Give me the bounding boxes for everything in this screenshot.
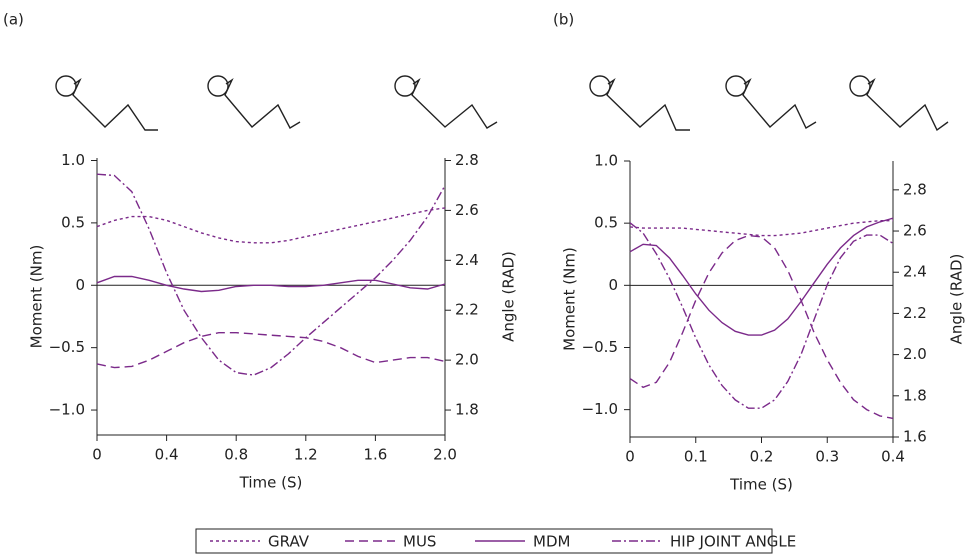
y2-tick-label: 1.8 — [903, 386, 927, 404]
series-line — [629, 217, 894, 336]
series-line — [96, 207, 446, 244]
y2-tick-label: 2.2 — [455, 301, 479, 319]
y-axis-label: Moment (Nm) — [28, 245, 46, 349]
x-axis-label: Time (S) — [239, 474, 303, 492]
y-tick-label: 0 — [608, 276, 618, 294]
legend-label: MDM — [533, 533, 570, 551]
legend-label: GRAV — [268, 533, 310, 551]
panel-label: (a) — [3, 11, 24, 29]
series-line — [629, 222, 894, 409]
y-tick-label: −1.0 — [49, 401, 85, 419]
series-line — [629, 234, 894, 420]
y2-tick-label: 1.8 — [455, 401, 479, 419]
series-line — [629, 220, 893, 237]
x-tick-label: 2.0 — [433, 446, 457, 464]
x-tick-label: 0.1 — [684, 448, 708, 466]
y2-tick-label: 2.4 — [455, 251, 479, 269]
series-line — [96, 275, 446, 293]
y-tick-label: −0.5 — [49, 338, 85, 356]
x-tick-label: 1.6 — [363, 446, 387, 464]
legend-box — [195, 528, 773, 554]
y2-axis-label: Angle (RAD) — [500, 251, 518, 342]
y2-tick-label: 2.6 — [903, 222, 927, 240]
y2-tick-label: 2.6 — [455, 201, 479, 219]
y-tick-label: −0.5 — [582, 338, 618, 356]
y2-axis-label: Angle (RAD) — [948, 254, 966, 345]
stick-figures — [55, 75, 949, 132]
y2-tick-label: 1.6 — [903, 428, 927, 446]
legend-label: MUS — [403, 533, 436, 551]
y2-tick-label: 2.2 — [903, 304, 927, 322]
x-tick-label: 0.4 — [881, 448, 905, 466]
y2-tick-label: 2.4 — [903, 263, 927, 281]
y-axis-label: Moment (Nm) — [561, 247, 579, 351]
y-tick-label: 0.5 — [594, 214, 618, 232]
x-axis-label: Time (S) — [729, 476, 793, 494]
series-line — [96, 332, 446, 369]
y2-tick-label: 2.8 — [903, 180, 927, 198]
x-tick-label: 1.2 — [294, 446, 318, 464]
series-line — [96, 173, 446, 376]
y2-tick-label: 2.0 — [455, 351, 479, 369]
y-tick-label: −1.0 — [582, 400, 618, 418]
panel-label: (b) — [553, 11, 574, 29]
y-tick-label: 0 — [75, 276, 85, 294]
x-tick-label: 0.3 — [815, 448, 839, 466]
x-tick-label: 0 — [625, 448, 635, 466]
y2-tick-label: 2.8 — [455, 151, 479, 169]
y-tick-label: 1.0 — [594, 152, 618, 170]
y-tick-label: 1.0 — [61, 151, 85, 169]
x-tick-label: 0.4 — [155, 446, 179, 464]
y2-tick-label: 2.0 — [903, 345, 927, 363]
y-tick-label: 0.5 — [61, 213, 85, 231]
x-tick-label: 0.8 — [224, 446, 248, 464]
x-tick-label: 0 — [92, 446, 102, 464]
legend-label: HIP JOINT ANGLE — [670, 533, 796, 551]
x-tick-label: 0.2 — [750, 448, 774, 466]
